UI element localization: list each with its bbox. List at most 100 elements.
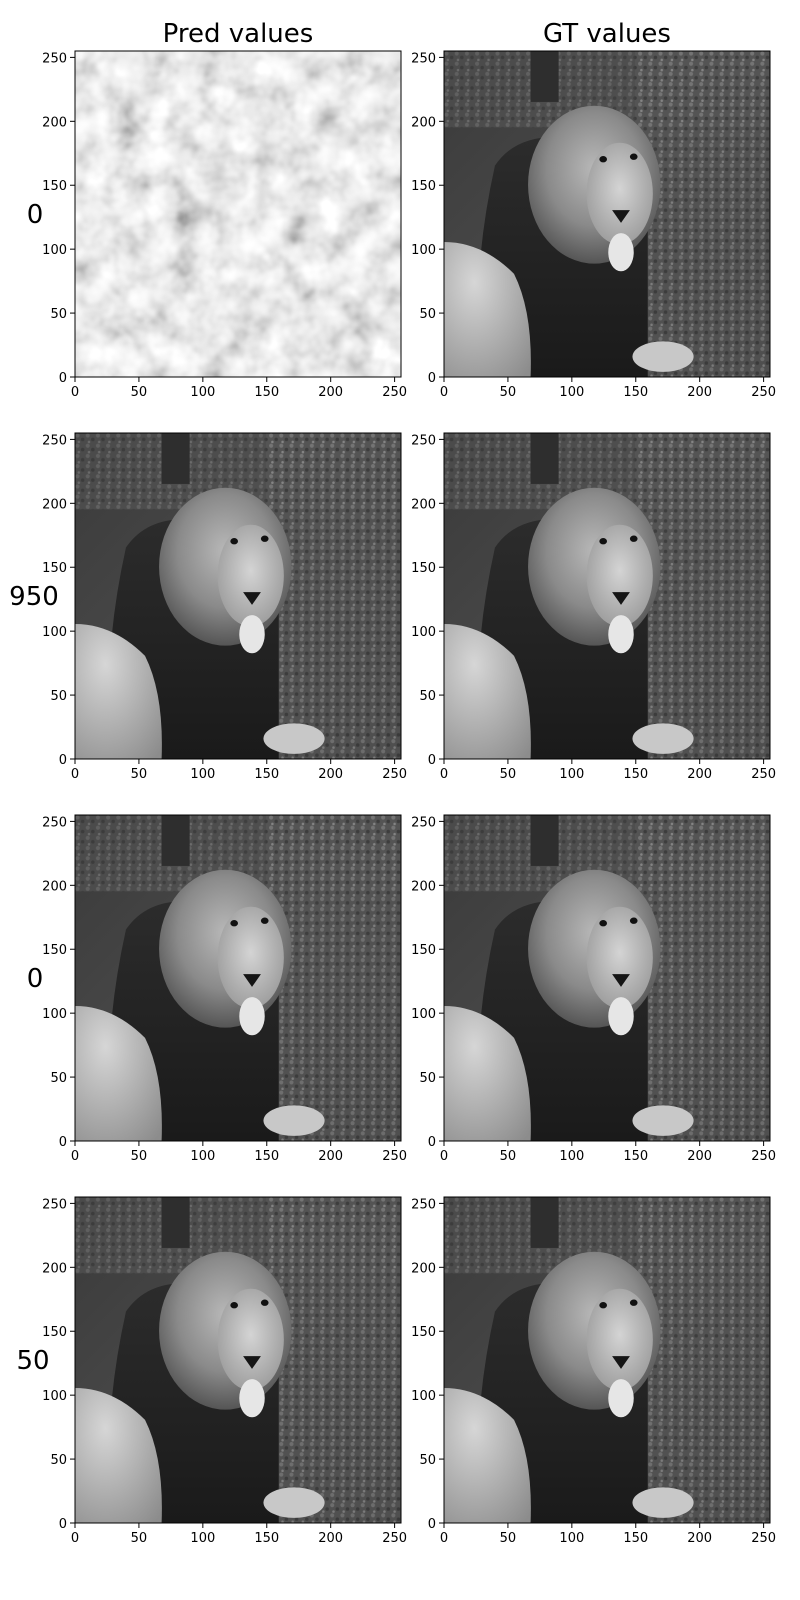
- y-tick-label: 250: [411, 1197, 436, 1212]
- x-tick-label: 100: [190, 767, 215, 782]
- pred-lion-image: [75, 433, 401, 759]
- y-tick-label: 150: [42, 179, 67, 194]
- x-tick-label: 250: [751, 385, 776, 400]
- gt-lion-image: [444, 1197, 770, 1523]
- gt-panel-row-3: 0 50 100 150 200 250 0 50 100 150 200 250: [411, 1196, 776, 1546]
- y-tick-label: 50: [419, 1071, 436, 1086]
- gt-lion-image: [444, 815, 770, 1141]
- x-tick-label: 250: [382, 1149, 407, 1164]
- x-tick-label: 250: [382, 767, 407, 782]
- y-tick-label: 200: [42, 1261, 67, 1276]
- y-tick-label: 150: [42, 943, 67, 958]
- y-tick-label: 0: [428, 1135, 436, 1150]
- axes-frame: [443, 432, 771, 760]
- x-tick-label: 200: [318, 385, 343, 400]
- x-tick-label: 250: [382, 1531, 407, 1546]
- y-tick-label: 0: [428, 1517, 436, 1532]
- y-tick-label: 100: [42, 1389, 67, 1404]
- y-tick-label: 0: [428, 753, 436, 768]
- x-tick-label: 200: [318, 1149, 343, 1164]
- y-tick-label: 200: [42, 879, 67, 894]
- gt-panel-row-2: 0 50 100 150 200 250 0 50 100 150 200 250: [411, 814, 776, 1164]
- pred-panel-row-1: 0 50 100 150 200 250 0 50 100 150 200 250: [42, 432, 407, 782]
- axes-frame: [443, 50, 771, 378]
- x-tick-label: 100: [559, 1531, 584, 1546]
- x-tick-label: 100: [190, 1531, 215, 1546]
- x-tick-label: 200: [687, 767, 712, 782]
- x-tick-label: 200: [687, 1149, 712, 1164]
- column-title-pred: Pred values: [163, 19, 314, 49]
- x-tick-label: 100: [559, 385, 584, 400]
- y-tick-label: 200: [42, 497, 67, 512]
- x-tick-label: 0: [71, 1531, 79, 1546]
- x-tick-label: 0: [440, 1531, 448, 1546]
- y-tick-label: 0: [59, 1135, 67, 1150]
- y-tick-label: 200: [411, 879, 436, 894]
- x-tick-label: 50: [500, 385, 517, 400]
- x-tick-label: 250: [751, 1149, 776, 1164]
- x-tick-label: 100: [559, 1149, 584, 1164]
- y-tick-label: 50: [50, 1071, 67, 1086]
- y-tick-label: 100: [42, 625, 67, 640]
- pred-panel-row-0: 0 50 100 150 200 250 0 50 100 150 200 250: [42, 50, 407, 400]
- pred-panel-row-3: 0 50 100 150 200 250 0 50 100 150 200 250: [42, 1196, 407, 1546]
- pred-noise-image: [75, 51, 401, 377]
- gt-lion-image: [444, 433, 770, 759]
- axes-frame: [443, 814, 771, 1142]
- x-tick-label: 150: [254, 385, 279, 400]
- x-tick-label: 0: [440, 767, 448, 782]
- x-tick-label: 250: [751, 1531, 776, 1546]
- pred-lion-image: [75, 1197, 401, 1523]
- y-tick-label: 250: [411, 51, 436, 66]
- y-tick-label: 50: [419, 689, 436, 704]
- row-label: 950: [9, 582, 59, 612]
- y-tick-label: 150: [411, 179, 436, 194]
- y-tick-label: 200: [411, 115, 436, 130]
- x-tick-label: 150: [623, 767, 648, 782]
- x-tick-label: 250: [751, 767, 776, 782]
- x-tick-label: 100: [190, 1149, 215, 1164]
- row-label: 0: [27, 964, 44, 994]
- gt-panel-row-1: 0 50 100 150 200 250 0 50 100 150 200 250: [411, 432, 776, 782]
- y-tick-label: 250: [42, 815, 67, 830]
- y-tick-label: 100: [42, 243, 67, 258]
- x-tick-label: 150: [623, 1149, 648, 1164]
- x-tick-label: 150: [623, 385, 648, 400]
- x-tick-label: 0: [71, 1149, 79, 1164]
- axes-frame: [74, 432, 402, 760]
- y-tick-label: 50: [419, 1453, 436, 1468]
- y-tick-label: 250: [42, 51, 67, 66]
- x-tick-label: 0: [440, 385, 448, 400]
- x-tick-label: 150: [254, 767, 279, 782]
- y-tick-label: 100: [42, 1007, 67, 1022]
- x-tick-label: 200: [318, 1531, 343, 1546]
- y-tick-label: 150: [42, 561, 67, 576]
- y-tick-label: 200: [42, 115, 67, 130]
- y-tick-label: 0: [59, 1517, 67, 1532]
- x-tick-label: 50: [131, 385, 148, 400]
- x-tick-label: 0: [71, 767, 79, 782]
- gt-panel-row-0: 0 50 100 150 200 250 0 50 100 150 200 250: [411, 50, 776, 400]
- y-tick-label: 150: [42, 1325, 67, 1340]
- y-tick-label: 0: [59, 753, 67, 768]
- y-tick-label: 250: [42, 1197, 67, 1212]
- row-label: 50: [16, 1346, 49, 1376]
- x-tick-label: 100: [559, 767, 584, 782]
- x-tick-label: 0: [440, 1149, 448, 1164]
- y-tick-label: 250: [42, 433, 67, 448]
- pred-panel-row-2: 0 50 100 150 200 250 0 50 100 150 200 250: [42, 814, 407, 1164]
- y-tick-label: 0: [428, 371, 436, 386]
- y-tick-label: 0: [59, 371, 67, 386]
- x-tick-label: 200: [687, 385, 712, 400]
- y-tick-label: 100: [411, 625, 436, 640]
- y-tick-label: 250: [411, 815, 436, 830]
- x-tick-label: 50: [131, 1149, 148, 1164]
- pred-lion-image: [75, 815, 401, 1141]
- y-tick-label: 150: [411, 561, 436, 576]
- y-tick-label: 50: [50, 1453, 67, 1468]
- x-tick-label: 150: [254, 1531, 279, 1546]
- row-label: 0: [27, 200, 44, 230]
- y-tick-label: 200: [411, 497, 436, 512]
- y-tick-label: 100: [411, 1389, 436, 1404]
